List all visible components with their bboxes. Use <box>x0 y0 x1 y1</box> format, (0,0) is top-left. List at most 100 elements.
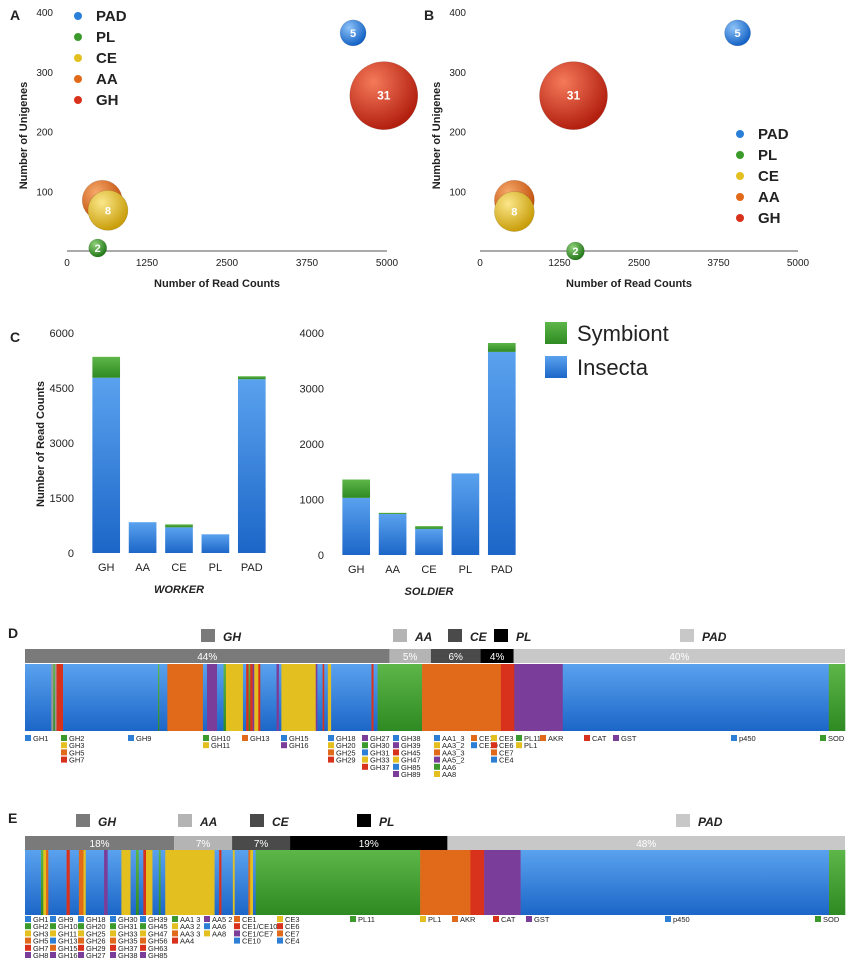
y-tick-label: 300 <box>36 68 53 79</box>
strip-segment <box>165 850 215 915</box>
legend-label: AA <box>758 189 780 206</box>
family-label: PL1 <box>524 741 537 750</box>
x-tick-label: 2500 <box>628 258 651 269</box>
bar-symbiont-PAD <box>487 342 516 352</box>
label-swatch <box>362 735 368 741</box>
strip-segment <box>66 850 71 915</box>
family-label: CE6 <box>499 741 514 750</box>
strip-segment <box>377 664 423 731</box>
x-tick-label: 3750 <box>296 258 319 269</box>
strip-segment <box>520 850 830 915</box>
strip-segment <box>246 664 249 731</box>
family-label: GH85 <box>401 763 421 772</box>
family-label: GH8 <box>33 951 48 960</box>
x-tick-label: 0 <box>64 258 70 269</box>
label-swatch <box>491 735 497 741</box>
label-swatch <box>234 916 240 922</box>
strip-segment <box>252 850 256 915</box>
family-label: AA3 3 <box>180 929 200 938</box>
group-percent-label: 5% <box>403 652 418 663</box>
family-label: GH27 <box>370 734 390 743</box>
bubble-count-label: 5 <box>735 28 741 40</box>
strip-segment <box>278 664 282 731</box>
label-swatch <box>393 735 399 741</box>
label-swatch <box>172 937 178 944</box>
group-bar-AA <box>389 649 431 663</box>
family-label: GH38 <box>118 951 138 960</box>
label-swatch <box>328 749 334 756</box>
family-label: GH18 <box>336 734 356 743</box>
family-label: CE7 <box>285 929 300 938</box>
family-label: GH15 <box>289 734 309 743</box>
family-label: GH56 <box>148 937 168 946</box>
legend-marker-PAD <box>736 130 744 138</box>
y-tick-label: 400 <box>449 8 466 19</box>
bubble-GH <box>349 61 419 130</box>
family-label: GH5 <box>69 748 84 757</box>
x-axis-label: Number of Read Counts <box>566 278 692 290</box>
family-label: SOD <box>828 734 845 743</box>
family-label: GH2 <box>33 922 48 931</box>
strip-segment <box>158 664 160 731</box>
family-label: PL11 <box>358 915 375 924</box>
family-label: GH30 <box>370 741 390 750</box>
y-tick-label: 100 <box>36 187 53 198</box>
label-swatch <box>172 916 178 922</box>
label-swatch <box>434 735 440 741</box>
strip-segment <box>160 850 166 915</box>
legend-marker-AA <box>736 193 744 201</box>
group-bar-AA <box>174 836 233 850</box>
label-swatch <box>78 930 84 937</box>
family-label: GH29 <box>336 756 356 765</box>
strip-segment <box>40 850 44 915</box>
strip-segment <box>500 664 515 731</box>
family-label: GH39 <box>148 915 168 924</box>
bubble-count-label: 8 <box>105 205 111 217</box>
label-swatch <box>140 952 146 958</box>
label-swatch <box>393 749 399 756</box>
strip-segment <box>83 850 87 915</box>
strip-segment <box>322 664 325 731</box>
group-header-label: GH <box>223 630 241 644</box>
strip-segment <box>248 664 251 731</box>
strip-segment <box>258 664 261 731</box>
label-swatch <box>78 944 84 951</box>
family-label: CE3 <box>499 734 514 743</box>
family-label: GH1 <box>33 734 48 743</box>
x-tick-label: PL <box>209 562 222 574</box>
label-swatch <box>393 742 399 749</box>
family-label: GH5 <box>33 937 48 946</box>
x-tick-label: AA <box>135 562 150 574</box>
label-swatch <box>203 735 209 741</box>
family-label: GH13 <box>58 937 78 946</box>
family-label: GH33 <box>118 929 138 938</box>
family-label: CE10 <box>242 937 261 946</box>
legend-label: CE <box>96 50 117 67</box>
family-label: GH20 <box>86 922 106 931</box>
label-swatch <box>491 749 497 756</box>
family-label: GH47 <box>401 756 421 765</box>
family-label: GH33 <box>370 756 390 765</box>
legend-marker-PL <box>736 151 744 159</box>
label-swatch <box>234 930 240 937</box>
composition-panel-e: E18%GH7%AA7%CE19%PL48%PADGH1GH2GH3GH5GH7… <box>8 810 846 960</box>
family-label: GH25 <box>336 748 356 757</box>
label-swatch <box>665 916 671 922</box>
label-swatch <box>25 735 31 741</box>
legend-label: GH <box>758 210 781 227</box>
group-header-label: PL <box>516 630 531 644</box>
strip-segment <box>252 664 255 731</box>
group-header-swatch-AA <box>393 629 407 642</box>
y-tick-label: 4000 <box>300 328 324 340</box>
family-label: PL11 <box>524 734 541 743</box>
label-swatch <box>140 930 146 937</box>
bar-symbiont-CE <box>165 524 193 528</box>
strip-segment <box>828 664 846 731</box>
y-tick-label: 200 <box>36 128 53 139</box>
family-label: GH31 <box>370 748 390 757</box>
x-tick-label: CE <box>421 564 436 576</box>
strip-segment <box>223 664 227 731</box>
family-label: GH25 <box>86 929 106 938</box>
